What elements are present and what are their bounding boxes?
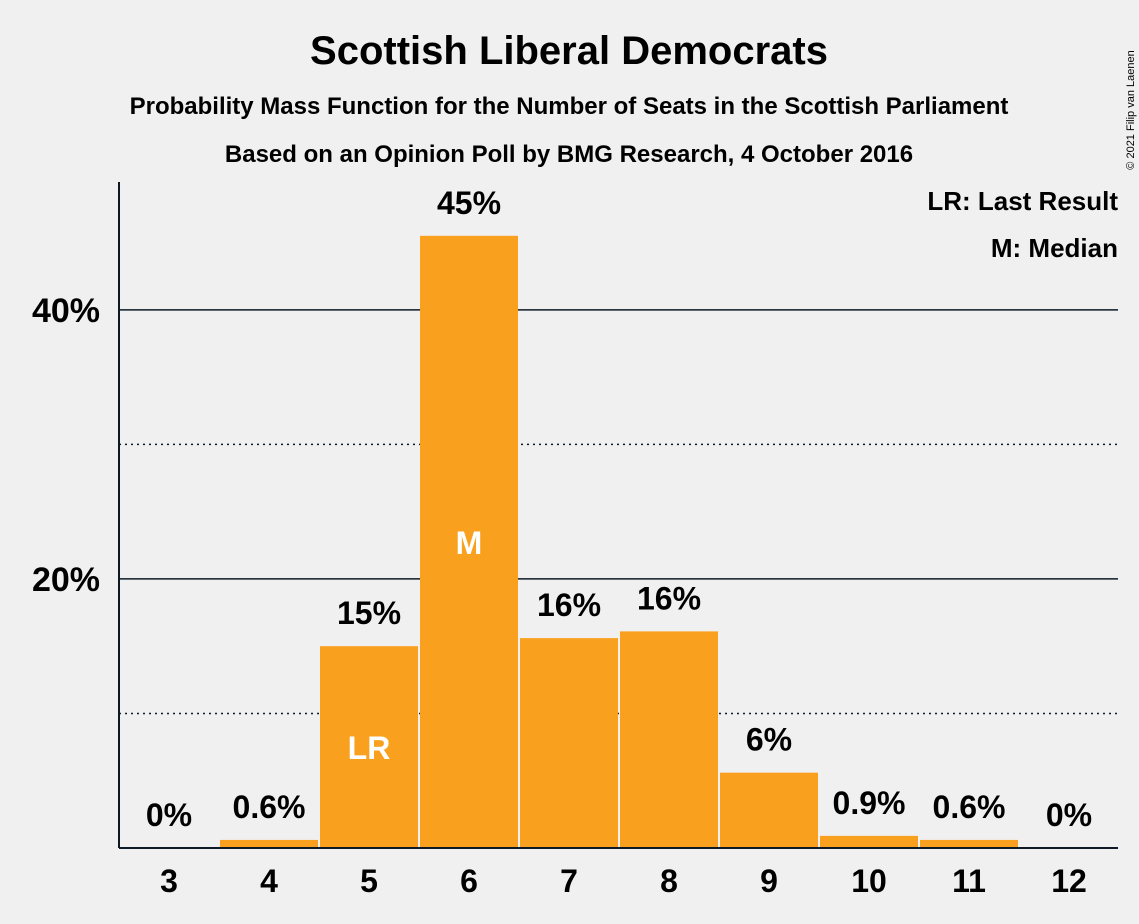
- bar-9: [720, 772, 818, 848]
- value-label-9: 6%: [746, 722, 792, 758]
- x-tick-label-11: 11: [952, 863, 986, 899]
- bar-marker-lr: LR: [348, 730, 391, 766]
- bars: [220, 235, 1018, 848]
- x-tick-label-12: 12: [1051, 863, 1087, 899]
- value-labels: 0% 3 0.6% 4 15% 5 LR 45% 6 M 16% 7 16% 8 6% 9 0.9% 10 0.6%…: [146, 185, 1092, 899]
- x-tick-label-3: 3: [160, 863, 178, 899]
- x-tick-label-7: 7: [560, 863, 578, 899]
- y-tick-label-0: 20%: [32, 561, 100, 599]
- gridlines: 20% 40%: [32, 292, 1118, 715]
- x-tick-label-4: 4: [260, 863, 278, 899]
- value-label-3: 0%: [146, 797, 192, 833]
- bar-7: [520, 638, 618, 848]
- value-label-12: 0%: [1046, 797, 1092, 833]
- value-label-11: 0.6%: [933, 789, 1006, 825]
- x-tick-label-9: 9: [760, 863, 778, 899]
- x-tick-label-8: 8: [660, 863, 678, 899]
- chart-subtitle-source: Based on an Opinion Poll by BMG Research…: [225, 141, 913, 168]
- bar-4: [220, 839, 318, 848]
- bar-11: [920, 839, 1018, 848]
- y-tick-label-1: 40%: [32, 292, 100, 330]
- x-tick-label-6: 6: [460, 863, 478, 899]
- x-tick-label-5: 5: [360, 863, 378, 899]
- chart-subtitle: Probability Mass Function for the Number…: [130, 93, 1009, 120]
- legend-last-result: LR: Last Result: [927, 186, 1118, 216]
- value-label-5: 15%: [337, 595, 401, 631]
- x-tick-label-10: 10: [851, 863, 887, 899]
- bar-8: [620, 631, 718, 848]
- bar-5: [320, 646, 418, 848]
- bar-marker-m: M: [456, 525, 483, 561]
- value-label-6: 45%: [437, 185, 501, 221]
- value-label-4: 0.6%: [233, 789, 306, 825]
- bar-10: [820, 835, 918, 848]
- value-label-10: 0.9%: [833, 785, 906, 821]
- axes: [118, 182, 1118, 849]
- value-label-7: 16%: [537, 587, 601, 623]
- copyright-notice: © 2021 Filip van Laenen: [1125, 50, 1137, 169]
- legend-median: M: Median: [991, 233, 1118, 263]
- chart-title: Scottish Liberal Democrats: [310, 29, 828, 73]
- bar-6: [420, 235, 518, 848]
- value-label-8: 16%: [637, 580, 701, 616]
